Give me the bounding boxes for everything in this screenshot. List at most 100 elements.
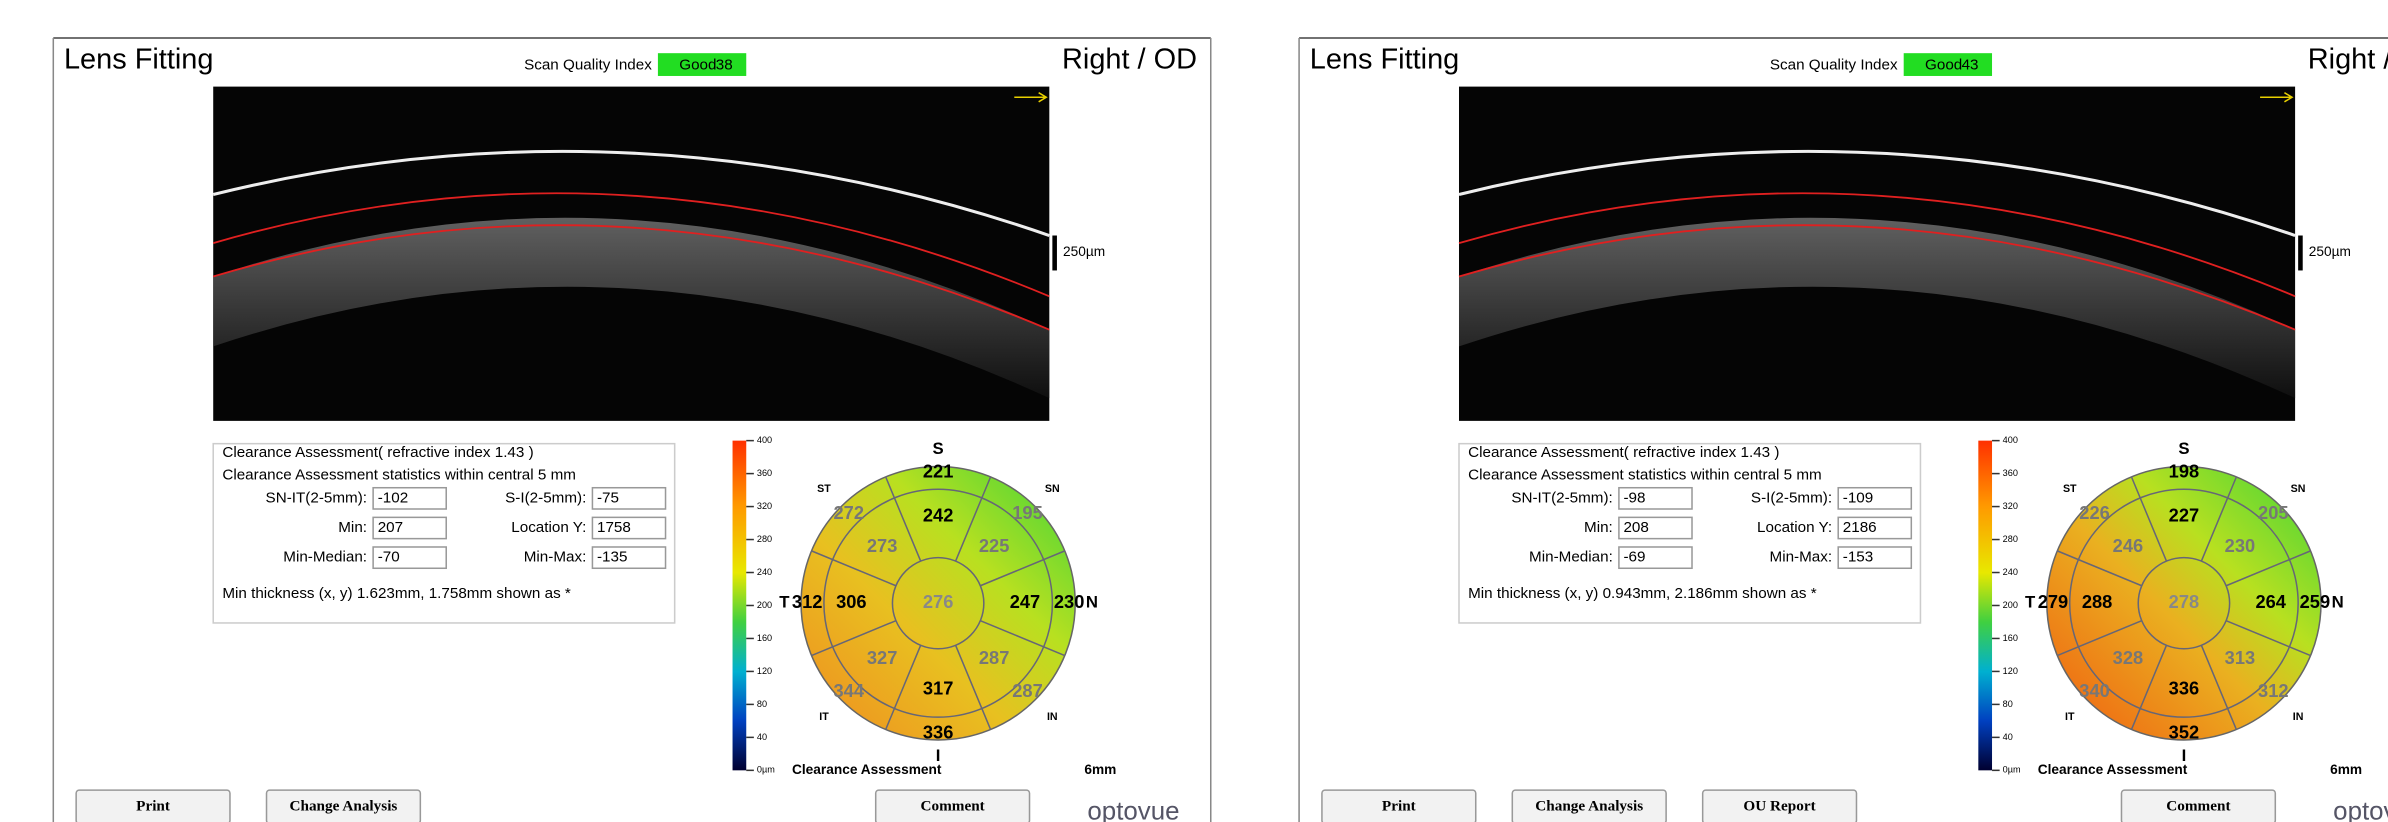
colorbar-label: 400 (2003, 435, 2018, 445)
outer-value: 272 (834, 502, 864, 523)
sector-line (2130, 645, 2168, 730)
outer-value: 312 (2258, 680, 2288, 701)
field-value: -153 (1843, 549, 1873, 566)
button-label: Comment (920, 797, 984, 814)
button-label: OU Report (1743, 797, 1815, 814)
field-value: -109 (1843, 489, 1873, 506)
button[interactable]: Print (1321, 789, 1477, 822)
lens-surface (1458, 149, 2296, 237)
sector-line (811, 619, 897, 657)
title: Lens Fitting (64, 43, 214, 75)
field-value: -69 (1623, 549, 1645, 566)
arrow (2260, 92, 2294, 103)
scan-quality-box (1903, 53, 1993, 76)
inner-value: 225 (979, 535, 1009, 556)
field-value: 1758 (597, 519, 631, 536)
tissue-band (1458, 217, 2296, 399)
field-label: Min-Max: (524, 549, 587, 566)
outer-value: 195 (1012, 502, 1042, 523)
inner-value: 246 (2113, 535, 2143, 556)
clearance-heading: Clearance Assessment( refractive index 1… (1468, 444, 1779, 461)
clearance-note: Min thickness (x, y) 0.943mm, 2.186mm sh… (1468, 585, 1817, 602)
lens-surface (212, 149, 1050, 237)
inner-value: 328 (2113, 647, 2143, 668)
arrow (1014, 92, 1048, 103)
button-label: Print (136, 797, 170, 814)
clearance-subheading: Clearance Assessment statistics within c… (222, 467, 576, 484)
inner-value: 273 (867, 535, 897, 556)
side: Right / OD (2308, 43, 2388, 75)
outer-value: 352 (2169, 722, 2199, 743)
sector-line (2225, 619, 2311, 657)
red-line (212, 192, 1050, 298)
button[interactable]: Comment (2120, 789, 2277, 822)
thickness-map (2046, 465, 2322, 741)
field-label: Min-Median: (1529, 549, 1613, 566)
center-value: 276 (923, 591, 953, 612)
direction-label: T (779, 593, 790, 612)
map-center-ring (2137, 556, 2231, 650)
direction-label: IT (819, 711, 829, 723)
colorbar-label: 0µm (2003, 765, 2021, 775)
field-box (1618, 486, 1693, 510)
inner-value: 264 (2255, 591, 2286, 612)
center-value: 278 (2169, 591, 2199, 612)
scan-quality-status: Good (1925, 56, 1962, 73)
button-label: Change Analysis (289, 797, 397, 814)
map-ring (2068, 488, 2299, 718)
outer-value: 259 (2300, 591, 2330, 612)
colorbar-label: 80 (2003, 699, 2013, 709)
direction-label: IT (2065, 711, 2075, 723)
field-box (1837, 486, 1913, 510)
inner-value: 247 (1010, 591, 1040, 612)
button[interactable]: Comment (874, 789, 1031, 822)
map-ring (823, 488, 1054, 718)
scan-quality-label: Scan Quality Index (524, 56, 652, 73)
direction-label: ST (817, 483, 831, 495)
inner-value: 336 (2169, 678, 2199, 699)
direction-label: S (933, 439, 944, 458)
scale-label: 250µm (1063, 244, 1105, 259)
clearance-note: Min thickness (x, y) 1.623mm, 1.758mm sh… (222, 585, 571, 602)
field-value: 2186 (1843, 519, 1877, 536)
button[interactable]: OU Report (1701, 789, 1858, 822)
side: Right / OD (1062, 43, 1197, 75)
map-center-ring (891, 556, 985, 650)
field-label: Min-Max: (1770, 549, 1833, 566)
direction-label: IN (1047, 711, 1058, 723)
thickness-map (800, 465, 1076, 741)
field-value: 207 (378, 519, 403, 536)
button[interactable]: Print (75, 789, 231, 822)
colorbar-label: 240 (2003, 567, 2018, 577)
inner-value: 287 (979, 647, 1009, 668)
direction-label: I (2182, 746, 2187, 765)
colorbar-label: 320 (2003, 501, 2018, 511)
direction-label: N (1086, 593, 1098, 612)
map-size: 6mm (2330, 762, 2362, 777)
field-box (591, 516, 667, 540)
inner-value: 317 (923, 678, 953, 699)
direction-label: S (2178, 439, 2189, 458)
button-face (1511, 789, 1667, 822)
colorbar-label: 120 (757, 666, 772, 676)
field-box (372, 516, 447, 540)
sector-line (2200, 476, 2238, 562)
button[interactable]: Change Analysis (1511, 789, 1667, 822)
button-label: Print (1382, 797, 1416, 814)
sector-line (2056, 550, 2143, 587)
colorbar-label: 0µm (757, 765, 775, 775)
colorbar-label: 400 (757, 435, 772, 445)
sector-line (980, 550, 1066, 587)
map-caption: Clearance Assessment (2038, 762, 2188, 777)
sector-line (954, 476, 992, 562)
direction-label: IN (2293, 711, 2304, 723)
field-box (591, 486, 667, 510)
map-size: 6mm (1084, 762, 1116, 777)
button[interactable]: Change Analysis (265, 789, 422, 822)
field-box (1837, 546, 1913, 570)
outer-value: 336 (923, 722, 953, 743)
outer-value: 221 (923, 460, 953, 481)
scan-quality-value: 38 (716, 56, 733, 73)
scan-quality-status: Good (679, 56, 716, 73)
